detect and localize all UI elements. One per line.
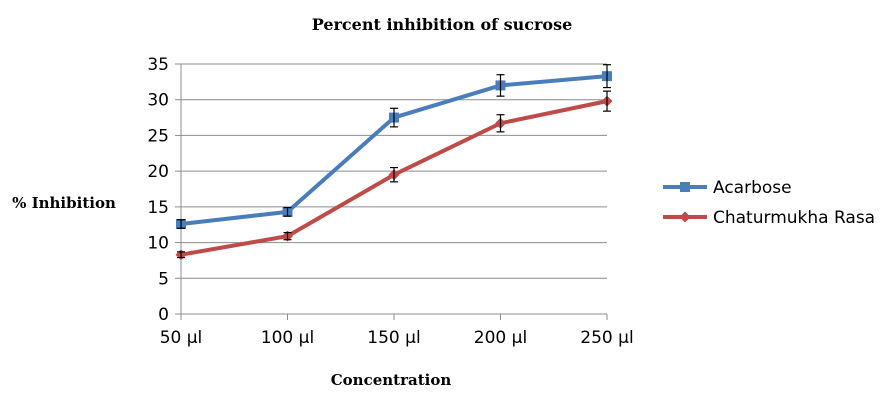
series-chaturmukha-rasa [175, 90, 613, 261]
x-tick-label: 150 µl [367, 328, 420, 348]
x-tick-label: 50 µl [160, 328, 203, 348]
legend-marker [679, 211, 691, 223]
y-tick-label: 15 [147, 198, 169, 218]
x-tick-label: 250 µl [580, 328, 633, 348]
y-tick-label: 30 [147, 91, 169, 111]
series-line [180, 74, 608, 226]
legend-label: Acarbose [713, 178, 792, 198]
y-tick-label: 0 [158, 305, 169, 325]
legend-item-chaturmukha-rasa: Chaturmukha Rasa [663, 208, 875, 228]
y-tick-label: 20 [147, 162, 169, 182]
legend-marker [680, 182, 690, 192]
series-group [175, 64, 613, 261]
y-tick-label: 10 [147, 234, 169, 254]
y-axis-label: % Inhibition [12, 194, 116, 212]
y-tick-label: 5 [158, 269, 169, 289]
y-tick-label: 35 [147, 55, 169, 75]
series-acarbose [176, 64, 612, 229]
legend: Acarbose Chaturmukha Rasa [663, 178, 875, 228]
legend-item-acarbose: Acarbose [663, 178, 792, 198]
legend-label: Chaturmukha Rasa [713, 208, 875, 228]
y-tick-label: 25 [147, 126, 169, 146]
x-tick-label: 200 µl [474, 328, 527, 348]
axes: 0 5 10 15 20 25 30 35 50 µl 100 µl 150 µl 200 µl 250… [147, 55, 633, 348]
chart-title: Percent inhibition of sucrose [312, 15, 573, 34]
x-tick-label: 100 µl [261, 328, 314, 348]
x-axis-label: Concentration [331, 371, 452, 389]
